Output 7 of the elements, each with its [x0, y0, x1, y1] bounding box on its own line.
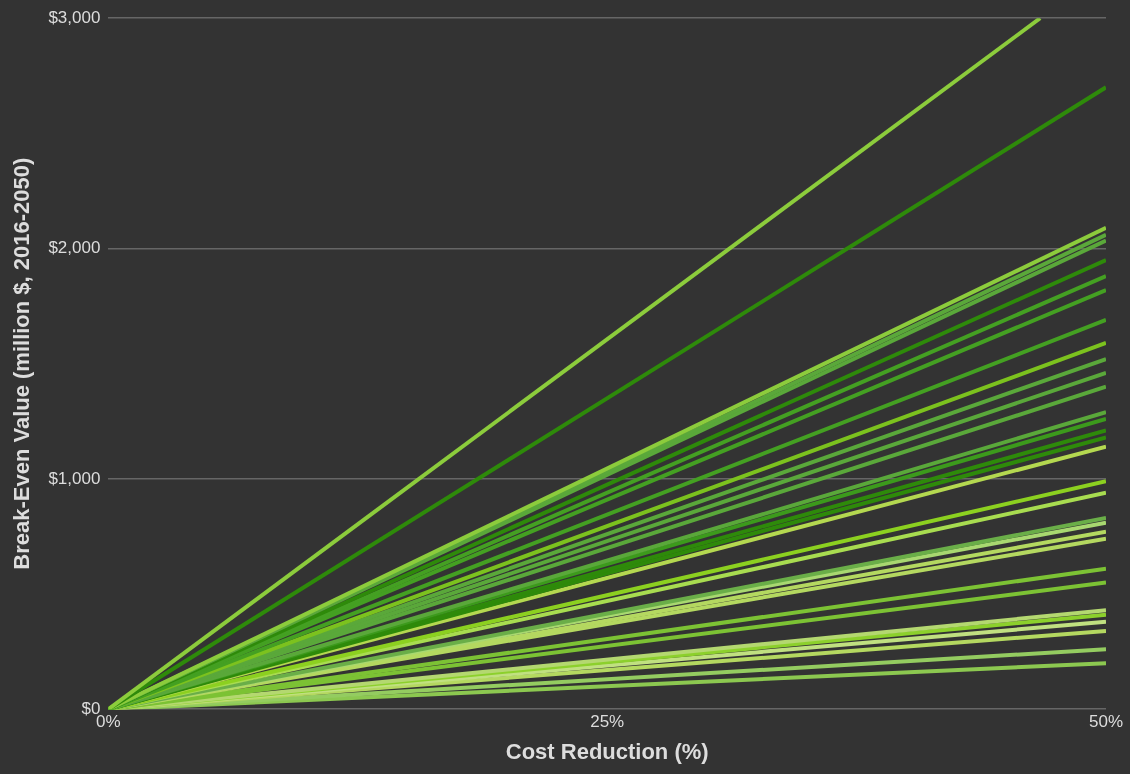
y-axis-title: Break-Even Value (million $, 2016-2050) — [9, 157, 35, 570]
x-tick-label: 25% — [590, 712, 625, 732]
y-tick-label: $1,000 — [48, 468, 101, 488]
y-tick-label: $2,000 — [48, 238, 101, 258]
x-tick-label: 50% — [1088, 712, 1124, 732]
y-tick-label: $3,000 — [48, 7, 101, 27]
x-axis-title: Cost Reduction (%) — [505, 738, 709, 764]
